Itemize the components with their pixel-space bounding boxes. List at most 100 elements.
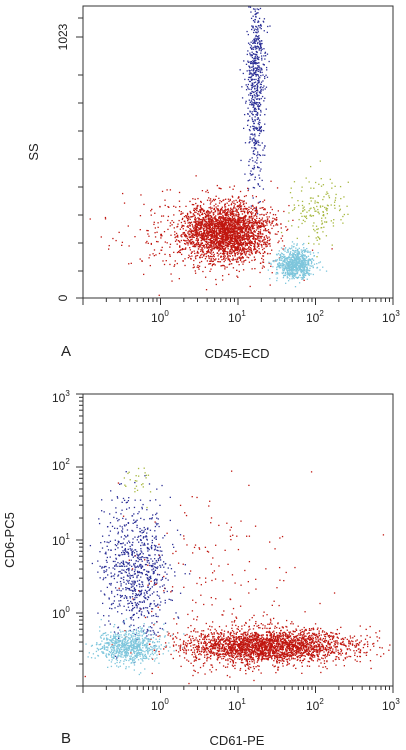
scatter-point-pop-0 <box>221 232 223 235</box>
scatter-point-pop-3 <box>295 247 297 249</box>
scatter-point-pop-2 <box>250 47 253 50</box>
scatter-point-pop-0 <box>229 640 232 642</box>
scatter-point-pop-0 <box>240 207 242 209</box>
scatter-point-pop-1 <box>201 250 204 252</box>
scatter-point-pop-0 <box>200 243 202 245</box>
scatter-point-pop-3 <box>297 262 299 264</box>
scatter-point-pop-0 <box>213 208 216 211</box>
scatter-point-pop-0 <box>228 221 230 224</box>
scatter-point-pop-0 <box>247 229 250 231</box>
scatter-point-pop-3 <box>293 263 295 265</box>
scatter-point-pop-0 <box>259 229 262 231</box>
scatter-point-pop-0 <box>170 234 172 236</box>
scatter-point-pop-0 <box>239 252 242 254</box>
scatter-point-pop-2 <box>249 115 251 117</box>
scatter-point-pop-0 <box>195 211 197 214</box>
scatter-point-pop-3 <box>286 277 288 279</box>
scatter-point-pop-2 <box>253 125 255 128</box>
scatter-point-pop-0 <box>250 249 253 252</box>
scatter-point-pop-0 <box>246 210 249 212</box>
scatter-point-pop-1 <box>231 234 233 236</box>
scatter-point-pop-3 <box>293 265 295 267</box>
scatter-point-pop-0 <box>253 207 256 209</box>
scatter-point-pop-1 <box>266 211 269 214</box>
scatter-point-pop-0 <box>242 223 245 226</box>
scatter-point-pop-4 <box>317 211 320 213</box>
scatter-point-pop-0 <box>257 226 259 228</box>
scatter-point-pop-0 <box>263 236 266 238</box>
scatter-point-pop-4 <box>323 215 325 217</box>
scatter-point-pop-0 <box>194 244 197 246</box>
scatter-point-pop-4 <box>314 210 316 212</box>
scatter-point-pop-0 <box>275 223 278 225</box>
scatter-point-pop-2 <box>266 31 268 34</box>
scatter-point-pop-0 <box>186 217 189 219</box>
scatter-point-pop-0 <box>196 209 198 212</box>
scatter-point-pop-0 <box>210 222 212 225</box>
scatter-point-pop-2 <box>260 25 263 27</box>
scatter-point-pop-2 <box>253 104 255 106</box>
scatter-point-pop-0 <box>261 219 263 221</box>
scatter-point-pop-2 <box>249 111 251 113</box>
scatter-point-pop-2 <box>249 80 251 83</box>
scatter-point-pop-0 <box>218 650 220 652</box>
scatter-point-pop-0 <box>243 220 245 222</box>
scatter-point-pop-0 <box>210 251 212 253</box>
scatter-point-pop-0 <box>242 235 245 237</box>
scatter-point-pop-0 <box>192 236 194 239</box>
scatter-point-pop-1 <box>121 241 124 244</box>
scatter-point-pop-0 <box>230 203 233 205</box>
scatter-point-pop-0 <box>285 625 287 628</box>
scatter-point-pop-0 <box>260 224 262 227</box>
scatter-point-pop-0 <box>214 223 216 225</box>
scatter-point-pop-0 <box>194 252 196 255</box>
scatter-point-pop-0 <box>176 235 179 237</box>
scatter-point-pop-0 <box>217 237 219 239</box>
scatter-point-pop-2 <box>251 48 253 50</box>
scatter-point-pop-0 <box>244 224 246 227</box>
scatter-point-pop-0 <box>242 236 244 239</box>
scatter-point-pop-0 <box>239 249 241 251</box>
scatter-point-pop-0 <box>210 223 212 226</box>
scatter-point-pop-2 <box>254 53 256 56</box>
scatter-point-pop-2 <box>251 157 253 159</box>
scatter-point-pop-0 <box>210 259 212 261</box>
scatter-point-pop-0 <box>199 246 201 248</box>
scatter-point-pop-0 <box>251 268 253 270</box>
scatter-point-pop-0 <box>195 208 197 210</box>
scatter-point-pop-3 <box>276 266 278 268</box>
scatter-point-pop-0 <box>198 219 200 221</box>
scatter-point-pop-3 <box>291 262 293 264</box>
scatter-point-pop-2 <box>264 97 266 99</box>
scatter-point-pop-1 <box>192 226 194 228</box>
scatter-point-pop-0 <box>221 265 223 267</box>
scatter-point-pop-4 <box>331 187 333 189</box>
scatter-point-pop-2 <box>256 54 258 56</box>
scatter-point-pop-3 <box>312 273 315 276</box>
scatter-point-pop-3 <box>284 274 287 277</box>
panel-a-x-tick-label-1: 100 <box>151 309 169 325</box>
scatter-point-pop-0 <box>240 237 242 239</box>
scatter-point-pop-4 <box>301 215 303 218</box>
scatter-point-pop-0 <box>262 638 265 640</box>
scatter-point-pop-0 <box>197 246 199 248</box>
scatter-point-pop-0 <box>232 211 234 213</box>
scatter-point-pop-0 <box>240 221 243 223</box>
scatter-point-pop-0 <box>218 213 220 215</box>
scatter-point-pop-4 <box>322 213 325 216</box>
scatter-point-pop-1 <box>245 215 247 217</box>
scatter-point-pop-3 <box>278 264 280 267</box>
scatter-point-pop-0 <box>215 222 217 225</box>
scatter-point-pop-0 <box>219 248 222 250</box>
scatter-point-pop-0 <box>223 217 225 219</box>
scatter-point-pop-3 <box>299 263 302 265</box>
scatter-point-pop-1 <box>271 272 273 274</box>
scatter-point-pop-2 <box>256 87 259 89</box>
scatter-point-pop-2 <box>253 108 256 110</box>
scatter-point-pop-2 <box>254 176 256 178</box>
scatter-point-pop-0 <box>186 213 189 216</box>
scatter-point-pop-0 <box>288 204 290 207</box>
scatter-point-pop-2 <box>256 213 259 215</box>
scatter-point-pop-2 <box>247 78 250 81</box>
scatter-point-pop-3 <box>282 266 284 268</box>
